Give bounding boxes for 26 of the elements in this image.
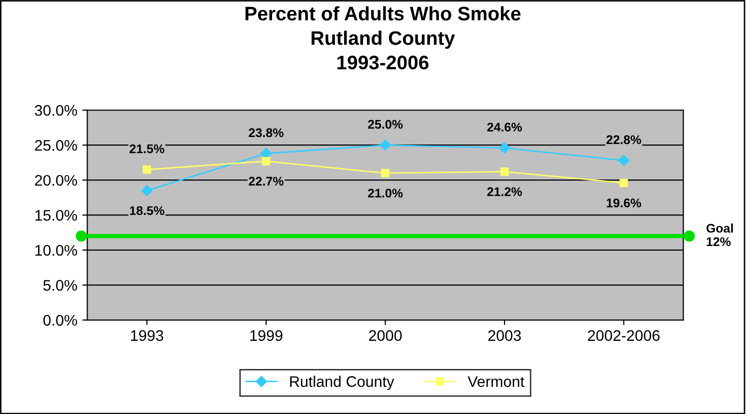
y-tick-label: 25.0% [35, 140, 78, 151]
y-tick-label: 5.0% [43, 280, 78, 291]
x-tick-label: 2000 [369, 330, 402, 341]
data-label: 21.0% [368, 188, 403, 198]
y-tick-label: 30.0% [34, 104, 78, 116]
legend-label: Rutland County [290, 376, 394, 390]
y-tick-label: 10.0% [35, 244, 78, 256]
data-label: 19.6% [606, 198, 642, 208]
data-label: 18.5% [130, 206, 164, 216]
data-label: 22.8% [606, 135, 642, 144]
chart-title: Percent of Adults Who Smoke Rutland County 1993-2006 [246, 6, 521, 70]
x-tick-label: 2002-2006 [588, 330, 660, 341]
ref-line-label: Goal 12% [706, 224, 733, 246]
y-tick-label: 20.0% [35, 174, 78, 186]
x-tick-label: 1999 [250, 330, 282, 341]
data-label: 23.8% [248, 128, 284, 138]
y-tick-label: 0.0% [43, 314, 78, 326]
data-label: 21.5% [130, 144, 164, 154]
y-tick-label: 15.0% [35, 210, 78, 221]
data-label: 21.2% [487, 187, 522, 196]
data-label: 24.6% [487, 122, 522, 132]
legend-label: Vermont [468, 376, 524, 387]
data-label: 22.7% [248, 176, 284, 186]
x-tick-label: 2003 [488, 330, 521, 341]
x-tick-label: 1993 [131, 330, 164, 341]
data-label: 25.0% [368, 120, 403, 129]
